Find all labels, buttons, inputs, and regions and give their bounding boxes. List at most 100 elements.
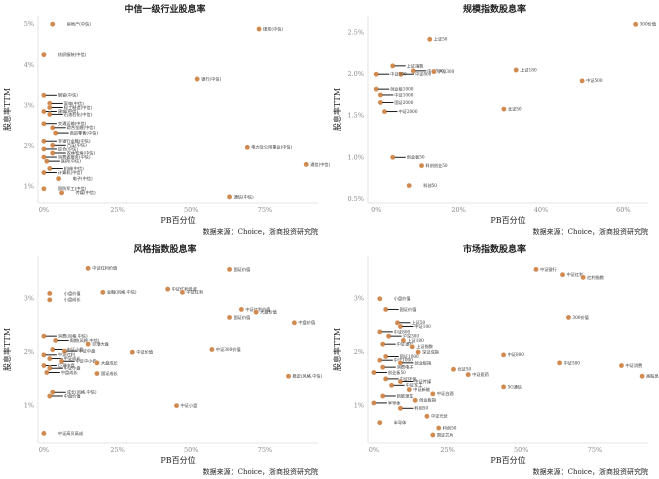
point-label: 通信(中信) <box>310 161 330 168</box>
x-tick-label: 50% <box>184 446 198 454</box>
scatter-point <box>41 138 47 145</box>
scatter-point <box>85 265 91 272</box>
y-tick-label: 2% <box>24 142 34 150</box>
point-label: 大盘成长 <box>101 359 119 366</box>
point-label: 半导体 <box>388 399 401 406</box>
scatter-point <box>52 337 59 344</box>
scatter-point <box>173 402 180 409</box>
chart-panel-market-index: 市场指数股息率 1% 2% 3% 0% 25% 50% 75% 股息率TTM PB百分位数据来源：… <box>332 243 659 476</box>
point-label: 中证红利价值 <box>92 265 117 272</box>
scatter-point <box>379 364 386 370</box>
scatter-point <box>373 71 380 77</box>
point-label: 中证医药 <box>472 371 489 378</box>
point-label: 家电(中信) <box>64 100 84 107</box>
scatter-point <box>85 341 91 347</box>
scatter-point <box>500 352 507 358</box>
scatter-point <box>55 175 62 182</box>
chart-title: 规模指数股息率 <box>463 3 526 15</box>
scatter-point <box>501 106 507 112</box>
point-label: 国防军工(中信) <box>58 185 87 192</box>
scatter-point <box>41 352 47 358</box>
scatter-point <box>94 370 100 377</box>
x-tick-label: 0% <box>369 446 379 454</box>
y-axis-label: 股息率TTM <box>2 328 12 371</box>
scatter-point <box>209 346 215 353</box>
y-axis-label: 股息率TTM <box>332 328 342 371</box>
point-label: 国证价值 <box>234 314 251 321</box>
y-tick-label: 1.5% <box>347 112 364 120</box>
point-label: 中盘成长 <box>61 369 79 376</box>
scatter-point <box>376 295 383 302</box>
scatter-point <box>430 432 436 438</box>
point-label: 中证光伏 <box>431 413 449 420</box>
x-tick-label: 40% <box>534 206 548 214</box>
point-label: 科创50 <box>414 405 428 412</box>
point-label: 中证新能 <box>413 386 431 393</box>
scatter-point <box>373 86 380 92</box>
scatter-point <box>49 150 56 156</box>
point-label: 汽车(中信) <box>67 142 87 149</box>
scatter-point <box>379 341 386 347</box>
point-label: 巨潮大盘 <box>92 341 109 348</box>
point-label: 创业板指 <box>419 397 436 404</box>
scatter-point <box>397 378 404 385</box>
scatter-point <box>285 373 292 380</box>
point-label: 上证指数 <box>416 343 434 350</box>
y-tick-label: 2% <box>354 348 364 356</box>
point-label: 中证中小盘 <box>76 358 97 365</box>
y-tick-label: 2.5% <box>347 29 364 37</box>
scatter-point <box>513 67 520 73</box>
scatter-point <box>406 182 412 189</box>
scatter-point <box>450 366 457 373</box>
point-label: 创业板指 <box>414 359 431 366</box>
y-axis-label: 股息率TTM <box>2 88 12 131</box>
point-label: 红利指数 <box>587 274 605 281</box>
point-label: 巨潮中盘 <box>58 362 75 369</box>
point-label: 商贸零售(中信) <box>70 129 99 136</box>
point-label: 钢铁(中信) <box>58 92 78 99</box>
scatter-point <box>41 120 47 127</box>
y-tick-label: 1% <box>24 402 34 410</box>
point-label: 消费者服务(中信) <box>58 153 91 160</box>
x-tick-label: 25% <box>110 206 124 214</box>
scatter-point <box>385 333 392 339</box>
point-label: 中证小盘 <box>181 402 198 409</box>
scatter-point <box>500 384 507 390</box>
scatter-point <box>41 185 47 192</box>
point-label: 创业板50 <box>388 369 406 376</box>
scatter-point <box>388 382 395 389</box>
point-label: 中证1000 <box>394 91 413 98</box>
chart-panel-style-index: 风格指数股息率 1% 2% 3% 0% 25% 50% 75% 股息率TTM PB百分位数据来源：… <box>2 243 323 476</box>
point-label: 金融(风格.中信) <box>107 289 137 296</box>
point-label: 机械(中信) <box>64 165 84 172</box>
point-label: 建筑(中信) <box>58 108 78 115</box>
scatter-point <box>379 393 386 399</box>
point-label: 中证小盘 <box>67 346 84 353</box>
scatter-point <box>253 309 259 315</box>
point-label: 成长(风格.中信) <box>67 389 97 396</box>
point-label: 交通运输(中信) <box>58 120 87 127</box>
scatter-point <box>397 405 404 412</box>
point-label: 创业板1000 <box>390 86 414 93</box>
scatter-point <box>412 397 418 404</box>
point-label: 纺织服装(中信) <box>58 51 87 58</box>
x-tick-label: 50% <box>184 206 198 214</box>
point-label: 小盘价值 <box>64 290 81 297</box>
point-label: 中证传媒 <box>414 378 432 385</box>
point-label: 小盘价值 <box>394 295 411 302</box>
point-label: 消费电子 <box>397 364 414 371</box>
source-note: 数据来源：Choice，浙商投资研究院 <box>533 227 648 236</box>
scatter-point <box>244 144 251 151</box>
scatter-point <box>291 319 298 326</box>
y-tick-label: 2% <box>24 348 34 356</box>
scatter-point <box>533 266 539 273</box>
point-label: 中证100 <box>390 71 407 78</box>
y-tick-label: 1.0% <box>347 153 364 161</box>
point-label: 中证红利 <box>58 351 75 358</box>
point-label: 中盘价值 <box>64 392 81 399</box>
point-label: 电子(中信) <box>73 175 93 182</box>
chart-title: 中信一级行业股息率 <box>124 3 205 15</box>
scatter-point <box>415 349 421 355</box>
scatter-point <box>194 76 200 82</box>
scatter-point <box>238 306 245 313</box>
